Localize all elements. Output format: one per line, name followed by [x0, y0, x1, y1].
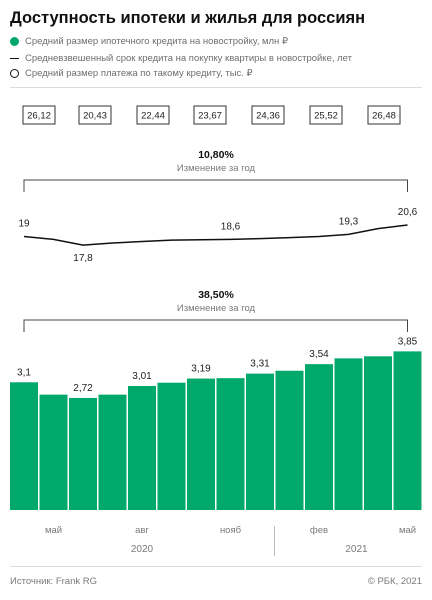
- legend-label-loan-term: Средневзвешенный срок кредита на покупку…: [25, 53, 352, 64]
- payment-label: 22,44: [141, 111, 165, 122]
- loan-bar-label: 3,1: [17, 367, 31, 378]
- payment-label: 20,43: [83, 111, 107, 122]
- loan-bar-label: 3,01: [132, 371, 152, 382]
- x-tick-label: май: [399, 525, 416, 536]
- loan-bar: [246, 373, 274, 510]
- payment-label: 24,36: [256, 111, 280, 122]
- x-tick-label: май: [45, 525, 62, 536]
- chart-title: Доступность ипотеки и жилья для россиян: [10, 9, 366, 27]
- loan-bar: [157, 382, 186, 510]
- payment-label: 23,67: [198, 111, 222, 122]
- x-tick-label: фев: [310, 525, 328, 536]
- loan-bar: [393, 351, 422, 510]
- x-tick-label: нояб: [220, 525, 242, 536]
- filled-circle-icon: [10, 36, 19, 46]
- footer-divider: [10, 566, 422, 567]
- loan-bar: [69, 397, 97, 510]
- change-caption-loan: Изменение за год: [177, 303, 256, 314]
- loan-bar: [128, 385, 156, 510]
- payment-label: 26,12: [27, 111, 51, 122]
- payment-label: 26,48: [372, 111, 396, 122]
- term-label: 19: [18, 219, 30, 230]
- loan-bar: [275, 370, 304, 510]
- payment-box: [136, 105, 170, 125]
- loan-bar: [364, 356, 392, 510]
- term-label: 19,3: [339, 216, 359, 227]
- payment-box: [251, 105, 285, 125]
- term-label: 20,6: [398, 207, 418, 218]
- loan-bar: [39, 394, 68, 510]
- legend-item-loan-term: Средневзвешенный срок кредита на покупку…: [10, 53, 426, 64]
- legend-item-loan-size: Средний размер ипотечного кредита на нов…: [10, 36, 426, 47]
- legend-label-payment: Средний размер платежа по такому кредиту…: [25, 68, 253, 79]
- term-label: 18,6: [221, 221, 241, 232]
- loan-bar-label: 2,72: [73, 383, 93, 394]
- change-caption-term: Изменение за год: [177, 163, 256, 174]
- ring-icon: [10, 68, 19, 78]
- payment-box: [22, 105, 56, 125]
- loan-bar-label: 3,54: [309, 349, 329, 360]
- payment-box: [193, 105, 227, 125]
- loan-bar: [216, 378, 245, 510]
- payment-box: [367, 105, 401, 125]
- legend-label-loan-size: Средний размер ипотечного кредита на нов…: [25, 36, 288, 47]
- loan-bar: [10, 382, 38, 510]
- loan-bar-label: 3,19: [191, 364, 211, 375]
- year-label: 2020: [131, 544, 154, 555]
- loan-bar-label: 3,31: [250, 359, 270, 370]
- dash-icon: [10, 57, 19, 60]
- change-value-loan: 38,50%: [198, 289, 234, 301]
- loan-bar: [187, 378, 215, 510]
- loan-bar-label: 3,85: [398, 336, 418, 347]
- payment-box: [78, 105, 112, 125]
- loan-bar: [334, 358, 363, 510]
- x-tick-label: авг: [135, 525, 149, 536]
- change-bracket-loan: [23, 319, 408, 332]
- payment-box: [309, 105, 343, 125]
- payment-label: 25,52: [314, 111, 338, 122]
- copyright: © РБК, 2021: [367, 576, 422, 587]
- header-divider: [10, 87, 422, 88]
- term-line: [23, 224, 408, 246]
- loan-bar: [305, 364, 333, 510]
- term-label: 17,8: [73, 253, 93, 264]
- loan-bar: [98, 394, 127, 510]
- year-label: 2021: [345, 544, 368, 555]
- legend-item-payment: Средний размер платежа по такому кредиту…: [10, 68, 426, 79]
- change-value-term: 10,80%: [198, 149, 234, 161]
- change-bracket-term: [23, 179, 408, 192]
- source-note: Источник: Frank RG: [10, 576, 98, 587]
